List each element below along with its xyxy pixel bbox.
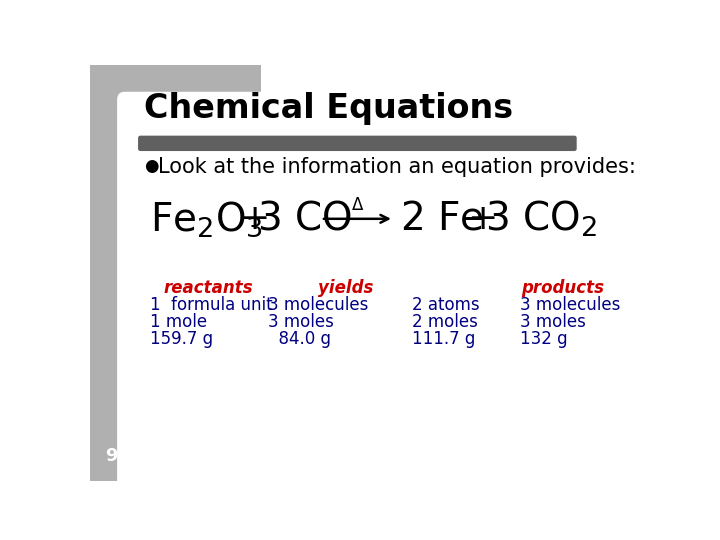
Text: yields: yields [318, 279, 374, 297]
Text: 3 molecules: 3 molecules [269, 296, 369, 314]
Bar [90, 65, 261, 107]
Bar [90, 65, 132, 481]
Text: $\mathsf{+}$: $\mathsf{+}$ [239, 202, 267, 236]
Text: $\mathsf{3\ CO_2}$: $\mathsf{3\ CO_2}$ [485, 199, 598, 239]
Text: 3 molecules: 3 molecules [520, 296, 621, 314]
Text: 84.0 g: 84.0 g [269, 330, 331, 348]
Text: $\Delta$: $\Delta$ [351, 196, 364, 214]
Text: $\mathsf{2\ Fe}$: $\mathsf{2\ Fe}$ [400, 200, 484, 238]
Text: 3 moles: 3 moles [269, 313, 334, 330]
Text: 159.7 g: 159.7 g [150, 330, 214, 348]
Text: 2 atoms: 2 atoms [412, 296, 480, 314]
Text: reactants: reactants [163, 279, 253, 297]
Text: 9: 9 [105, 447, 118, 465]
Text: Chemical Equations: Chemical Equations [144, 92, 513, 125]
Text: 3 moles: 3 moles [520, 313, 586, 330]
Text: 1 mole: 1 mole [150, 313, 207, 330]
Text: 1  formula unit: 1 formula unit [150, 296, 273, 314]
Text: 111.7 g: 111.7 g [412, 330, 475, 348]
Text: 132 g: 132 g [520, 330, 568, 348]
FancyBboxPatch shape [117, 92, 656, 488]
Text: 2 moles: 2 moles [412, 313, 477, 330]
Text: products: products [521, 279, 604, 297]
Text: $\mathsf{+}$: $\mathsf{+}$ [467, 202, 496, 236]
Text: ●: ● [144, 157, 158, 175]
Text: $\mathsf{Fe_2O_3}$: $\mathsf{Fe_2O_3}$ [150, 199, 264, 239]
Text: $\mathsf{3\ CO}$: $\mathsf{3\ CO}$ [256, 200, 351, 238]
FancyBboxPatch shape [138, 136, 577, 151]
Text: Look at the information an equation provides:: Look at the information an equation prov… [158, 157, 636, 177]
